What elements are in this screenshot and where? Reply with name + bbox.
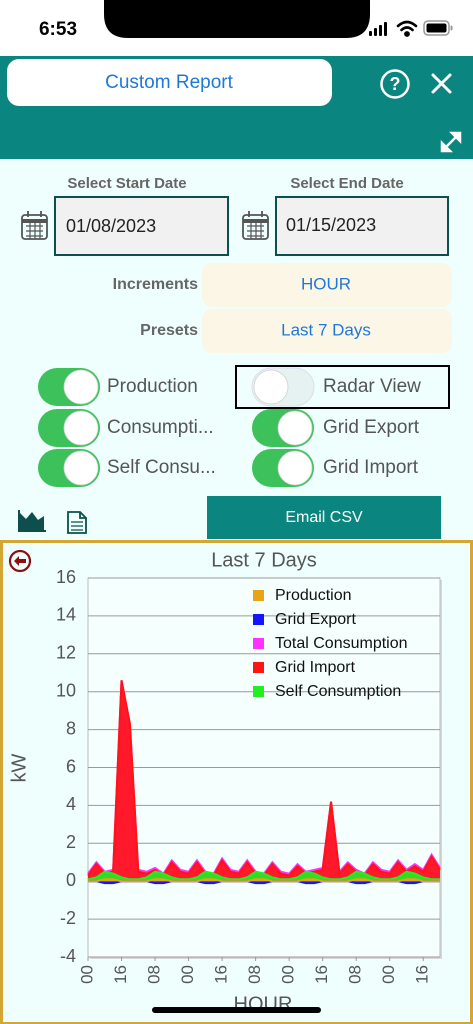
x-tick-label: 08 [245, 965, 264, 984]
chart-type-icon[interactable] [18, 510, 46, 532]
x-tick-label: 00 [178, 965, 197, 984]
legend-swatch [253, 590, 264, 601]
start-date-label: Select Start Date [67, 175, 186, 192]
toggle-group: Production Consumpti... Self Consu... Radar… [38, 367, 421, 487]
end-date: 01/15/2023 [286, 215, 376, 235]
toggle[interactable]: Grid Import [252, 449, 419, 487]
legend-label: Production [275, 587, 352, 604]
title-button[interactable] [7, 59, 332, 106]
presets-label: Presets [140, 322, 198, 339]
status-time: 6:53 [39, 19, 77, 40]
x-tick-label: 16 [212, 965, 231, 984]
toggle-label: Consumpti... [107, 417, 214, 438]
notch [104, 0, 370, 38]
svg-text:?: ? [390, 74, 401, 94]
y-tick-label: 10 [56, 680, 76, 700]
calendar-icon[interactable] [242, 211, 269, 240]
toggle[interactable]: Consumpti... [38, 409, 214, 447]
y-tick-label: 2 [66, 832, 76, 852]
y-tick-label: -2 [60, 908, 76, 928]
y-tick-label: 16 [56, 567, 76, 587]
toggle-knob [63, 450, 99, 486]
chart-title: Last 7 Days [211, 549, 317, 571]
legend-label: Grid Import [275, 659, 356, 676]
x-tick-label: 16 [111, 965, 130, 984]
increments-value: HOUR [301, 274, 351, 293]
x-tick-label: 16 [312, 965, 331, 984]
y-tick-label: 6 [66, 756, 76, 776]
plot: -4 -2 0 2 4 6 8 10 12 14 16 00 16 08 00 16 08 00 16 08 00 16 P… [56, 567, 441, 984]
expand-button[interactable] [440, 131, 462, 153]
toggle[interactable]: Grid Export [252, 409, 420, 447]
close-button[interactable] [431, 73, 452, 94]
legend-swatch [253, 686, 264, 697]
toggle[interactable]: Radar View [251, 367, 421, 407]
presets-value: Last 7 Days [281, 320, 371, 339]
document-icon[interactable] [67, 511, 87, 534]
toggle-label: Production [107, 376, 198, 397]
toggle-knob [63, 410, 99, 446]
email-csv-label: Email CSV [285, 509, 363, 526]
x-tick-label: 00 [279, 965, 298, 984]
toggle-knob [253, 369, 289, 405]
series-line [87, 870, 440, 881]
end-date-label: Select End Date [290, 175, 403, 192]
focus-outline [235, 365, 450, 409]
wifi-icon [396, 20, 418, 37]
toggle-label: Grid Export [323, 417, 420, 438]
legend-label: Grid Export [275, 611, 356, 628]
toggle-label: Grid Import [323, 457, 419, 478]
y-tick-label: 8 [66, 718, 76, 738]
start-date: 01/08/2023 [66, 216, 156, 236]
x-tick-label: 16 [413, 965, 432, 984]
x-tick-label: 00 [379, 965, 398, 984]
legend-swatch [253, 614, 264, 625]
battery-icon [423, 20, 453, 36]
toggle-knob [277, 410, 313, 446]
y-tick-label: 14 [56, 605, 76, 625]
end-date-field[interactable] [275, 196, 449, 256]
x-tick-label: 08 [346, 965, 365, 984]
legend-swatch [253, 638, 264, 649]
help-button[interactable]: ? [380, 69, 410, 99]
y-tick-label: 0 [66, 870, 76, 890]
y-tick-label: 4 [66, 794, 76, 814]
toggle-knob [63, 369, 99, 405]
toggle[interactable]: Production [38, 368, 198, 406]
presets-picker[interactable] [202, 309, 452, 353]
toggle-label: Self Consu... [107, 457, 216, 478]
start-date-field[interactable] [54, 196, 229, 256]
legend-swatch [253, 662, 264, 673]
series-line [88, 878, 440, 883]
email-csv-button[interactable] [207, 496, 441, 539]
y-axis-label: kW [8, 753, 30, 782]
header-title: Custom Report [105, 72, 233, 93]
toggle-label: Radar View [323, 376, 421, 397]
toggle[interactable]: Self Consu... [38, 449, 216, 487]
y-tick-label: 12 [56, 643, 76, 663]
legend-label: Self Consumption [275, 683, 401, 700]
home-indicator [152, 1007, 321, 1013]
legend-label: Total Consumption [275, 635, 408, 652]
increments-label: Increments [113, 276, 198, 293]
signal-icon [369, 22, 387, 36]
x-tick-label: 08 [145, 965, 164, 984]
x-tick-label: 00 [77, 965, 96, 984]
back-button[interactable] [8, 549, 32, 573]
calendar-icon[interactable] [21, 211, 48, 240]
y-tick-label: -4 [60, 946, 76, 966]
toggle-knob [277, 450, 313, 486]
increments-picker[interactable] [202, 263, 452, 307]
area-fill [88, 680, 440, 882]
